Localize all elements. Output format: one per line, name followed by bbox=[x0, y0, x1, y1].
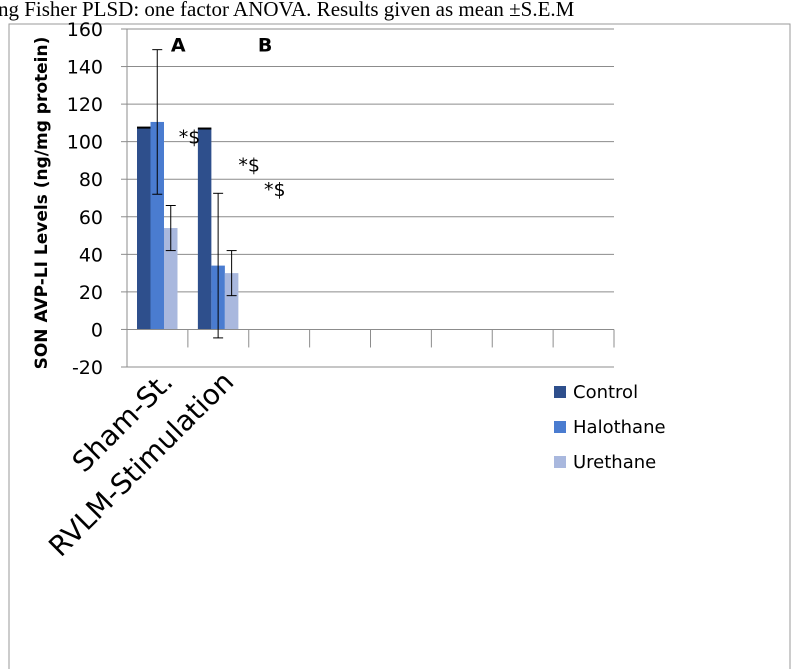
bar-halothane bbox=[150, 121, 164, 330]
annotation: A bbox=[171, 35, 186, 57]
legend-swatch-halothane bbox=[554, 421, 566, 433]
annotations: A B*$*$*$ bbox=[171, 35, 286, 202]
y-axis-label: SON AVP-LI Levels (ng/mg protein) bbox=[32, 37, 52, 370]
category-labels: Sham-St.RVLM-Stimulation bbox=[42, 365, 240, 563]
legend-label: Halothane bbox=[573, 417, 666, 438]
bar-urethane bbox=[224, 273, 239, 330]
header-text: ng Fisher PLSD: one factor ANOVA. Result… bbox=[0, 0, 575, 21]
bar-urethane bbox=[164, 228, 178, 330]
legend-swatch-control bbox=[554, 386, 566, 398]
legend-label: Control bbox=[573, 382, 638, 403]
y-tick-labels: 160 140 120 100 80 60 40 20 0 -20 bbox=[67, 19, 103, 379]
y-tick-label: 40 bbox=[79, 244, 103, 266]
annotation: *$ bbox=[238, 155, 260, 177]
legend-label: Urethane bbox=[573, 452, 656, 473]
annotation: *$ bbox=[264, 179, 286, 201]
axes bbox=[121, 28, 615, 368]
y-tick-label: 120 bbox=[67, 94, 103, 116]
bars bbox=[137, 121, 239, 330]
bar-control bbox=[197, 128, 212, 330]
annotation: B bbox=[258, 35, 272, 57]
y-tick-label: 20 bbox=[79, 282, 103, 304]
legend: Control Halothane Urethane bbox=[554, 382, 666, 473]
y-tick-label: -20 bbox=[72, 357, 103, 379]
y-tick-label: 80 bbox=[79, 169, 103, 191]
y-tick-label: 160 bbox=[67, 19, 103, 41]
annotation: *$ bbox=[179, 127, 201, 149]
y-tick-label: 0 bbox=[91, 319, 103, 341]
y-tick-label: 60 bbox=[79, 207, 103, 229]
y-tick-label: 100 bbox=[67, 132, 103, 154]
chart-frame bbox=[8, 23, 791, 669]
error-bars bbox=[152, 49, 237, 339]
bar-control bbox=[137, 127, 151, 330]
legend-swatch-urethane bbox=[554, 456, 566, 468]
y-tick-label: 140 bbox=[67, 57, 103, 79]
